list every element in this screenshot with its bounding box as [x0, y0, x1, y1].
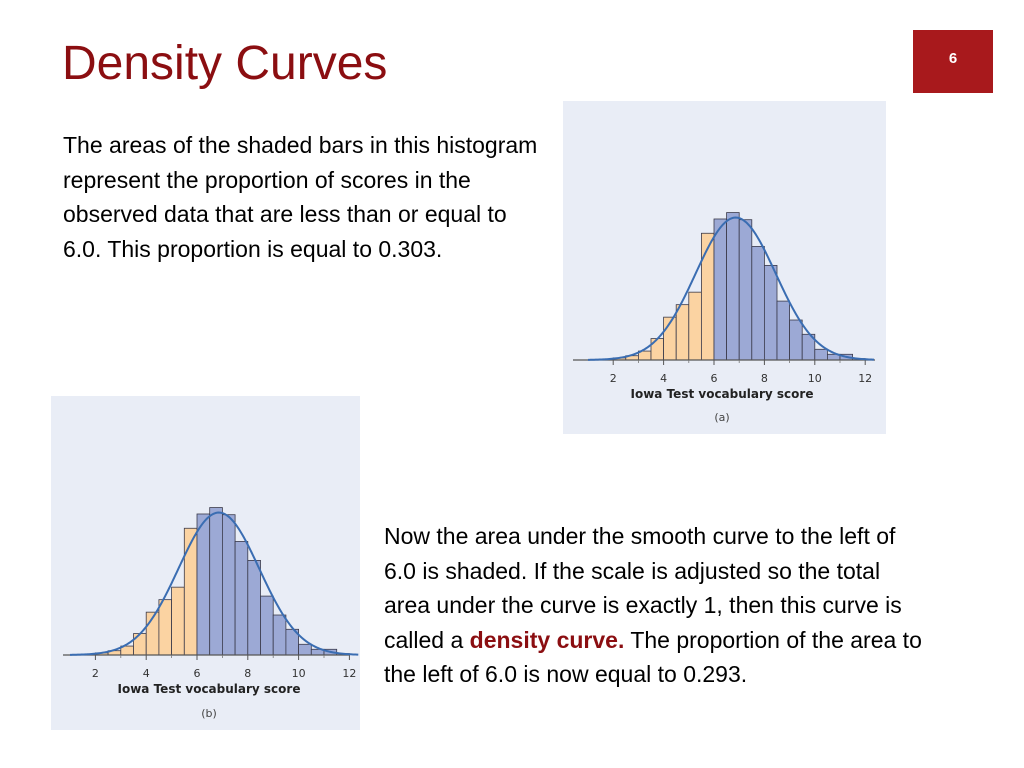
page-number: 6 — [948, 50, 958, 67]
histogram-bar — [298, 643, 312, 656]
histogram-bar — [272, 614, 287, 656]
x-tick-label: 4 — [143, 667, 150, 680]
histogram-bar — [171, 586, 185, 656]
panel-label: (b) — [201, 707, 217, 720]
density-curve — [587, 216, 875, 361]
x-tick-label: 12 — [342, 667, 356, 680]
histogram-bar — [133, 633, 147, 656]
x-axis-title: Iowa Test vocabulary score — [118, 682, 301, 696]
x-tick-label: 10 — [808, 372, 822, 385]
histogram-bar — [260, 595, 274, 656]
histogram-bar — [234, 541, 249, 656]
histogram-bar — [713, 218, 728, 361]
histogram-bar — [751, 246, 765, 361]
paragraph2-text-after: The proportion of the area to the left o… — [384, 626, 922, 688]
paragraph-density-curve-explanation: Now the area under the smooth curve to t… — [384, 519, 924, 692]
histogram-bar — [196, 513, 211, 656]
x-tick-label: 6 — [711, 372, 718, 385]
x-tick-label: 10 — [292, 667, 306, 680]
histogram-bar — [650, 338, 665, 361]
histogram-bar — [209, 507, 223, 656]
histogram-bar — [221, 514, 236, 656]
density-curve — [69, 511, 359, 656]
histogram-bar — [814, 348, 828, 361]
histogram-bar — [726, 212, 740, 361]
histogram-bar — [700, 232, 715, 361]
histogram-bar — [738, 219, 753, 361]
x-tick-label: 2 — [92, 667, 99, 680]
x-tick-label: 8 — [761, 372, 768, 385]
x-tick-label: 4 — [660, 372, 667, 385]
density-curve-term: density curve. — [469, 626, 625, 653]
x-tick-label: 2 — [610, 372, 617, 385]
slide-title: Density Curves — [62, 37, 388, 90]
x-tick-label: 12 — [858, 372, 872, 385]
x-tick-label: 8 — [244, 667, 251, 680]
histogram-bar — [763, 264, 778, 361]
histogram-bar — [688, 291, 702, 361]
histogram-figure-b: 2 4 6 8 10 12 Iowa Test vocabulary score (b) — [51, 396, 360, 730]
histogram-bar — [776, 300, 791, 361]
histogram-figure-a: 2 4 6 8 10 12 Iowa Test vocabulary score (a) — [563, 101, 886, 434]
histogram-bar — [247, 559, 261, 656]
histogram-bar — [158, 599, 173, 656]
histogram-chart-b: 2 4 6 8 10 12 Iowa Test vocabulary score (b) — [63, 507, 359, 720]
histogram-bar — [789, 319, 803, 361]
paragraph-histogram-explanation: The areas of the shaded bars in this his… — [63, 132, 538, 262]
page-number-badge: 6 — [913, 30, 993, 93]
histogram-bar — [675, 304, 690, 361]
histogram-bar — [183, 527, 198, 656]
paragraph2-text-before: Now the area under the smooth curve to t… — [384, 523, 902, 653]
histogram-chart-a: 2 4 6 8 10 12 Iowa Test vocabulary score (a) — [573, 212, 875, 424]
panel-label: (a) — [714, 411, 729, 424]
x-axis-title: Iowa Test vocabulary score — [631, 387, 814, 401]
x-tick-label: 6 — [194, 667, 201, 680]
